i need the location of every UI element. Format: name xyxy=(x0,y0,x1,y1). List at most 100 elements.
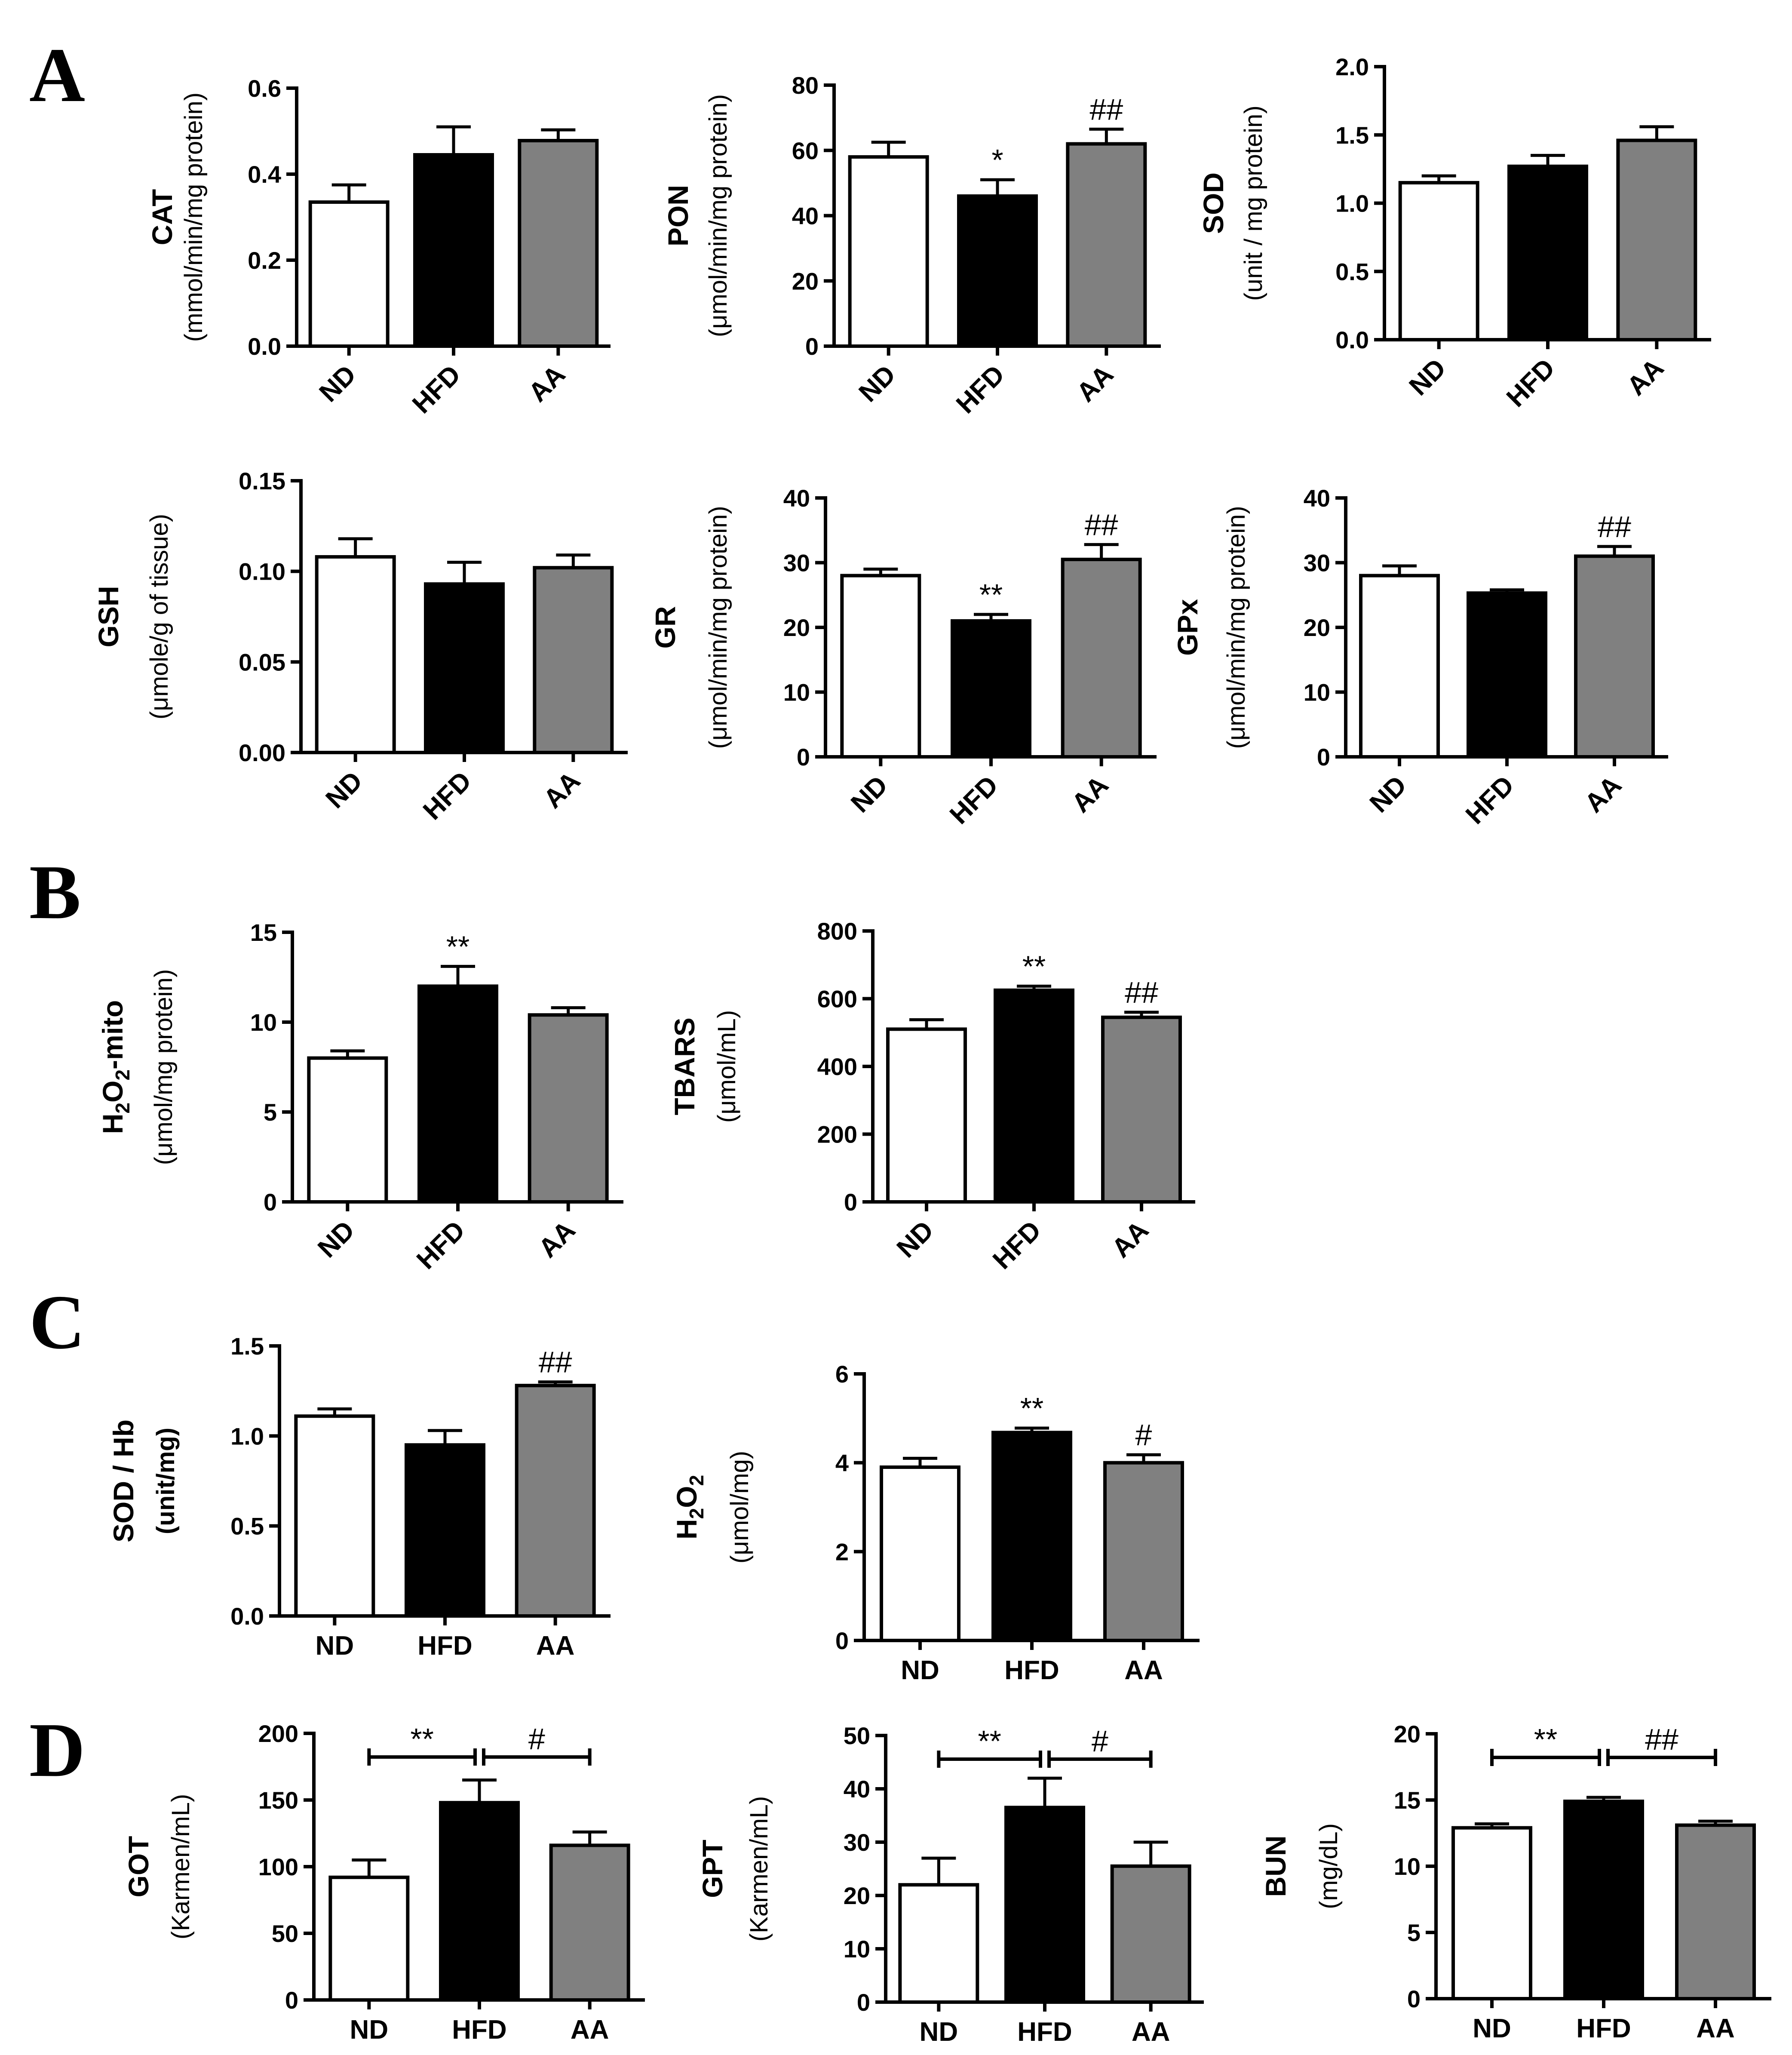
x-category-label: AA xyxy=(571,2015,609,2045)
y-tick-label: 20 xyxy=(792,267,819,295)
y-axis-unit: (μmol/min/mg protein) xyxy=(704,506,732,749)
x-category-label: AA xyxy=(1621,353,1669,401)
bar-hfd xyxy=(413,153,494,348)
significance-label: ** xyxy=(1020,1392,1043,1425)
x-category-label: AA xyxy=(1132,2017,1170,2047)
y-axis-unit: (Karmen/mL) xyxy=(745,1796,773,1941)
y-tick-label: 800 xyxy=(817,918,857,945)
bar-hfd xyxy=(1004,1806,1085,2004)
bar-hfd xyxy=(405,1443,485,1618)
bar-hfd xyxy=(957,194,1038,348)
bar-aa xyxy=(1066,142,1147,348)
y-tick-label: 0 xyxy=(844,1189,857,1216)
x-category-label: HFD xyxy=(1004,1656,1059,1685)
y-axis-title: SOD xyxy=(1197,172,1229,234)
x-category-label: ND xyxy=(1364,770,1412,818)
chart-got: 0 50 100 150 200 ND HFD AA ** # GOT (Karmen/mL) xyxy=(123,1720,645,2045)
x-category-label: ND xyxy=(1403,353,1451,401)
y-tick-label: 0.0 xyxy=(230,1603,264,1630)
x-category-label: HFD xyxy=(1017,2017,1072,2047)
significance-label: ## xyxy=(1085,508,1118,541)
y-tick-label: 0 xyxy=(805,333,819,360)
y-axis-title: CAT xyxy=(146,189,178,246)
y-axis-unit: (μmol/min/mg protein) xyxy=(704,94,732,337)
bar-nd xyxy=(307,1056,388,1204)
y-tick-label: 600 xyxy=(817,986,857,1013)
chart-h2o2mito: 0 5 10 15 ND HFD ** AA H2O2-mito (μmol/mg protein… xyxy=(97,919,623,1275)
y-tick-label: 0.5 xyxy=(1335,258,1369,285)
y-tick-label: 0.5 xyxy=(230,1513,264,1540)
y-axis-title: PON xyxy=(662,185,694,246)
y-tick-label: 20 xyxy=(1304,614,1330,641)
y-tick-label: 200 xyxy=(258,1720,298,1747)
bar-hfd xyxy=(1563,1800,1644,2001)
x-category-label: ND xyxy=(312,1215,360,1263)
y-axis-unit: (μmol/mg protein) xyxy=(150,969,178,1165)
x-category-label: AA xyxy=(1066,770,1114,818)
x-category-label: HFD xyxy=(1460,770,1520,830)
y-tick-label: 0 xyxy=(285,1987,298,2014)
y-tick-label: 0.2 xyxy=(248,247,281,274)
y-tick-label: 40 xyxy=(783,485,810,512)
significance-label: # xyxy=(1135,1418,1152,1452)
y-axis-title: SOD / Hb xyxy=(107,1419,139,1542)
y-tick-label: 10 xyxy=(783,679,810,706)
y-tick-label: 5 xyxy=(264,1099,277,1126)
bar-aa xyxy=(1675,1823,1756,2001)
x-category-label: AA xyxy=(1106,1215,1154,1263)
y-axis-title: GR xyxy=(649,606,681,649)
x-category-label: ND xyxy=(350,2015,389,2045)
chart-gpx: 0 10 20 30 40 ND HFD AA ## GPx (μmol/min/mg protei… xyxy=(1172,485,1668,830)
y-tick-label: 10 xyxy=(1304,679,1330,706)
panel-letter-a: A xyxy=(29,32,85,118)
y-tick-label: 0.00 xyxy=(239,739,285,766)
y-tick-label: 10 xyxy=(1394,1853,1421,1880)
x-category-label: HFD xyxy=(452,2015,506,2045)
x-category-label: AA xyxy=(523,359,571,408)
x-category-label: HFD xyxy=(951,359,1010,419)
y-tick-label: 50 xyxy=(272,1920,298,1947)
bar-nd xyxy=(886,1027,967,1204)
bar-hfd xyxy=(1507,164,1588,341)
y-tick-label: 1.5 xyxy=(230,1333,264,1360)
y-axis-unit: (μmol/min/mg protein) xyxy=(1222,506,1250,749)
x-category-label: HFD xyxy=(1576,2014,1631,2043)
x-category-label: HFD xyxy=(987,1215,1047,1275)
bar-hfd xyxy=(994,988,1074,1204)
x-category-label: HFD xyxy=(407,359,466,419)
y-tick-label: 20 xyxy=(1394,1720,1421,1748)
y-axis-title: BUN xyxy=(1260,1836,1292,1897)
bar-aa xyxy=(518,139,599,348)
bar-nd xyxy=(898,1883,979,2004)
comparison-bracket xyxy=(482,1748,592,1766)
chart-sod: 0.0 0.5 1.0 1.5 2.0 ND HFD AA SOD (unit / mg prot… xyxy=(1197,53,1711,413)
bar-hfd xyxy=(1467,591,1547,759)
panel-letter-c: C xyxy=(29,1279,85,1365)
bar-aa xyxy=(533,566,614,754)
chart-cat: 0.0 0.2 0.4 0.6 ND HFD AA CAT (mmol/min/mg prote… xyxy=(146,75,611,419)
significance-label: ## xyxy=(1598,510,1631,544)
bar-aa xyxy=(1110,1864,1191,2004)
x-category-label: ND xyxy=(313,359,362,408)
y-tick-label: 0.05 xyxy=(239,648,285,676)
y-tick-label: 40 xyxy=(792,203,819,230)
chart-sodhb: 0.0 0.5 1.0 1.5 ND HFD AA ## SOD / Hb (unit/mg) xyxy=(107,1333,611,1661)
y-tick-label: 5 xyxy=(1407,1919,1421,1946)
bar-nd xyxy=(315,555,396,754)
x-category-label: ND xyxy=(853,359,901,408)
y-tick-label: 6 xyxy=(835,1361,849,1388)
bracket-label: ** xyxy=(1534,1723,1557,1756)
panel-letter-d: D xyxy=(29,1707,85,1793)
comparison-bracket xyxy=(1047,1751,1153,1768)
bar-hfd xyxy=(951,619,1031,759)
x-category-label: AA xyxy=(1579,770,1627,818)
chart-gr: 0 10 20 30 40 ND HFD ** AA ## GR (μmol/min/mg prote… xyxy=(649,485,1157,830)
x-category-label: HFD xyxy=(417,1631,472,1661)
y-axis-unit: (mg/dL) xyxy=(1315,1823,1343,1909)
bar-nd xyxy=(308,200,390,348)
comparison-bracket xyxy=(937,1751,1042,1768)
x-category-label: AA xyxy=(533,1215,581,1263)
y-tick-label: 0.10 xyxy=(239,558,285,585)
y-axis-title: GPx xyxy=(1172,599,1203,656)
y-axis-unit: (μmol/mg) xyxy=(726,1451,754,1564)
